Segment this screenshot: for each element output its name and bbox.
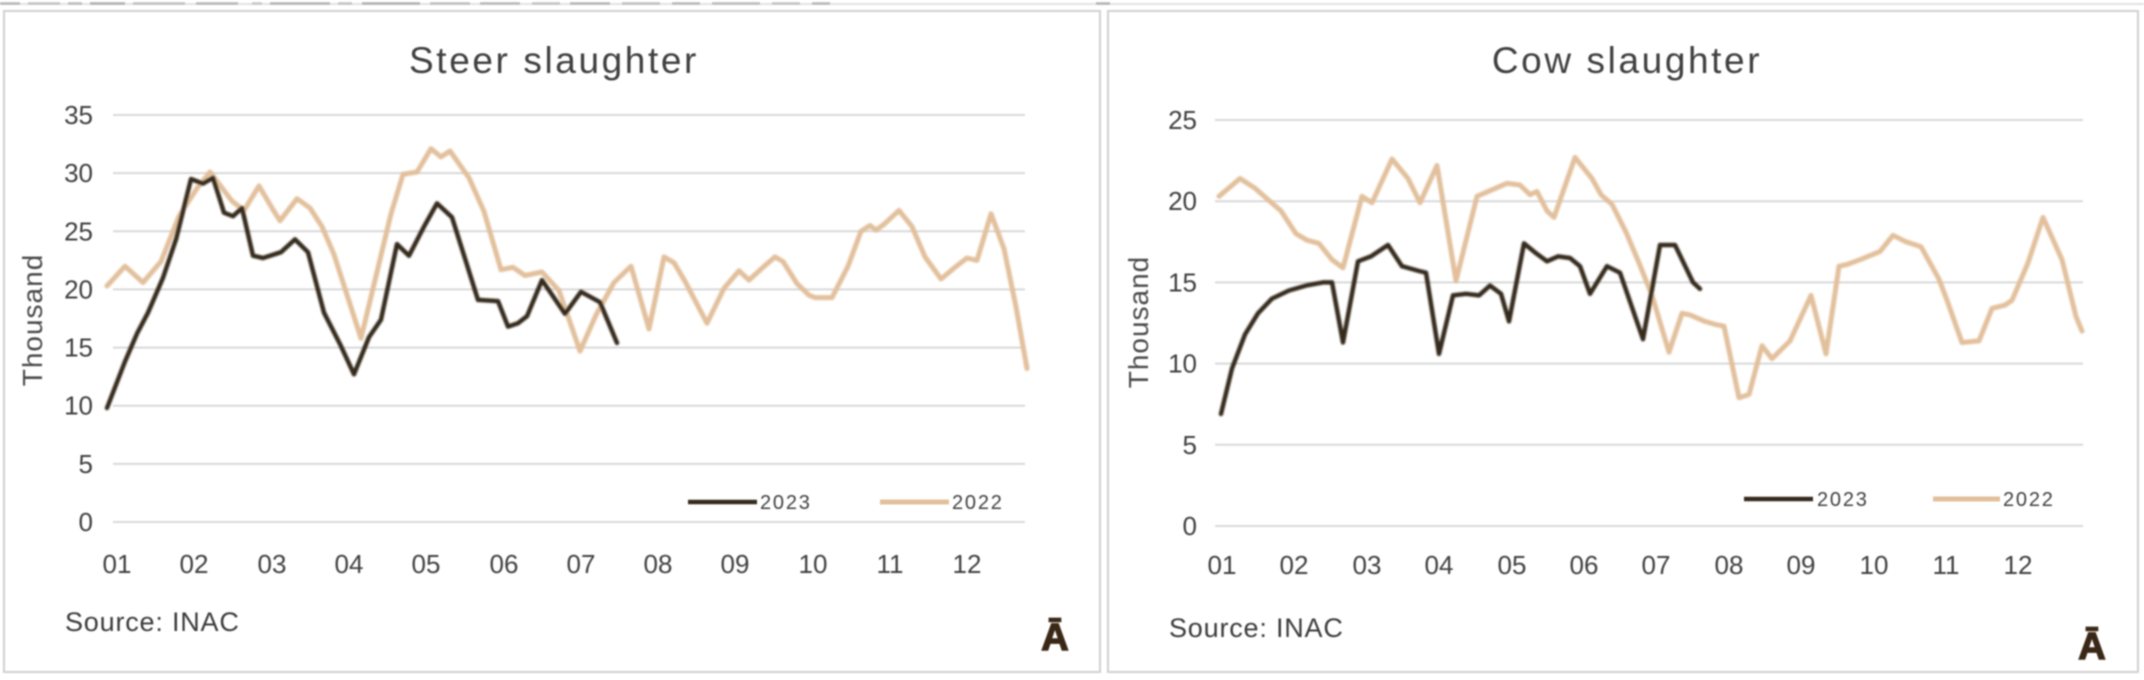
svg-text:2022: 2022 (952, 492, 1004, 514)
svg-text:07: 07 (1642, 550, 1671, 580)
svg-text:Source: INAC: Source: INAC (1169, 613, 1344, 643)
svg-text:10: 10 (1168, 349, 1197, 379)
svg-text:25: 25 (64, 216, 93, 246)
svg-text:Cow slaughter: Cow slaughter (1492, 40, 1762, 81)
svg-text:08: 08 (1715, 550, 1744, 580)
svg-text:11: 11 (877, 549, 904, 579)
svg-text:10: 10 (64, 391, 93, 421)
svg-text:06: 06 (1570, 550, 1599, 580)
svg-text:10: 10 (1860, 550, 1889, 580)
svg-text:0: 0 (79, 507, 93, 537)
svg-text:2023: 2023 (1817, 489, 1869, 511)
svg-text:05: 05 (1498, 550, 1527, 580)
svg-text:5: 5 (1183, 430, 1197, 460)
svg-text:06: 06 (490, 549, 519, 579)
svg-text:09: 09 (1787, 550, 1816, 580)
svg-text:Steer slaughter: Steer slaughter (409, 40, 699, 81)
svg-text:Ā: Ā (2078, 626, 2105, 668)
svg-text:11: 11 (1933, 550, 1960, 580)
svg-text:20: 20 (64, 274, 93, 304)
svg-text:05: 05 (412, 549, 441, 579)
svg-text:02: 02 (180, 549, 209, 579)
svg-text:30: 30 (64, 158, 93, 188)
svg-text:03: 03 (1353, 550, 1382, 580)
svg-text:Thousand: Thousand (17, 254, 48, 387)
svg-text:2022: 2022 (2003, 489, 2055, 511)
svg-text:0: 0 (1183, 511, 1197, 541)
svg-text:01: 01 (103, 549, 132, 579)
svg-text:07: 07 (567, 549, 596, 579)
svg-text:15: 15 (64, 333, 93, 363)
svg-text:Thousand: Thousand (1123, 256, 1154, 389)
svg-text:03: 03 (258, 549, 287, 579)
svg-text:04: 04 (1425, 550, 1454, 580)
svg-text:04: 04 (335, 549, 364, 579)
svg-text:Source: INAC: Source: INAC (65, 607, 240, 637)
svg-text:20: 20 (1168, 186, 1197, 216)
svg-text:09: 09 (721, 549, 750, 579)
svg-text:08: 08 (644, 549, 673, 579)
svg-text:01: 01 (1208, 550, 1237, 580)
svg-text:5: 5 (79, 449, 93, 479)
svg-text:12: 12 (2004, 550, 2033, 580)
svg-text:02: 02 (1280, 550, 1309, 580)
svg-text:12: 12 (953, 549, 982, 579)
svg-text:25: 25 (1168, 105, 1197, 135)
svg-text:35: 35 (64, 100, 93, 130)
svg-text:15: 15 (1168, 267, 1197, 297)
svg-text:2023: 2023 (760, 492, 812, 514)
svg-text:10: 10 (799, 549, 828, 579)
svg-text:Ā: Ā (1041, 617, 1068, 659)
